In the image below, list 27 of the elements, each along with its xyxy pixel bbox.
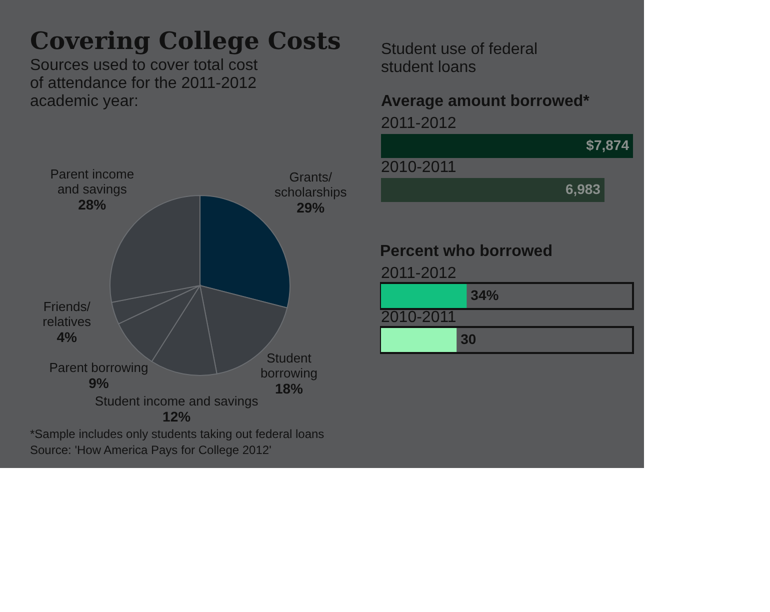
data-label: 18%: [274, 380, 304, 396]
text: *Sample includes only students taking out federal loans: [30, 427, 324, 441]
chart-title: Covering College Costs: [30, 26, 341, 55]
data-label: 4%: [56, 328, 78, 345]
data-label: 30: [460, 331, 476, 347]
chart-subtitle: Sources used to cover total cost of attendance for the 2011-2012 academic year:: [30, 57, 258, 110]
source-note: Source: 'How America Pays for College 2012': [30, 443, 272, 457]
y-tick-label: 2010-2011: [381, 159, 456, 176]
slice-label: Student borrowing: [260, 350, 318, 380]
slice-label: Parent borrowing: [49, 360, 148, 375]
data-label: 9%: [88, 374, 110, 391]
data-label: 12%: [162, 408, 192, 424]
slice-label: Friends/ relatives: [42, 298, 92, 329]
y-tick-label: 2010-2011: [381, 309, 456, 326]
data-label: 28%: [78, 196, 107, 212]
data-label: $7,874: [586, 137, 630, 153]
slice-label: Student income and savings: [94, 393, 259, 408]
chart-title: Percent who borrowed: [380, 243, 552, 260]
chart-title: Student use of federal student loans: [381, 41, 538, 76]
y-tick-label: 2011-2012: [381, 115, 456, 132]
data-label: 6,983: [565, 181, 601, 197]
slice-label: Parent income and savings: [50, 166, 134, 196]
data-label: 34%: [470, 287, 500, 303]
chart-subtitle: Average amount borrowed*: [381, 93, 590, 110]
data-label: 29%: [296, 200, 326, 216]
slice-label: Grants/ scholarships: [274, 170, 348, 200]
y-tick-label: 2011-2012: [381, 265, 456, 282]
